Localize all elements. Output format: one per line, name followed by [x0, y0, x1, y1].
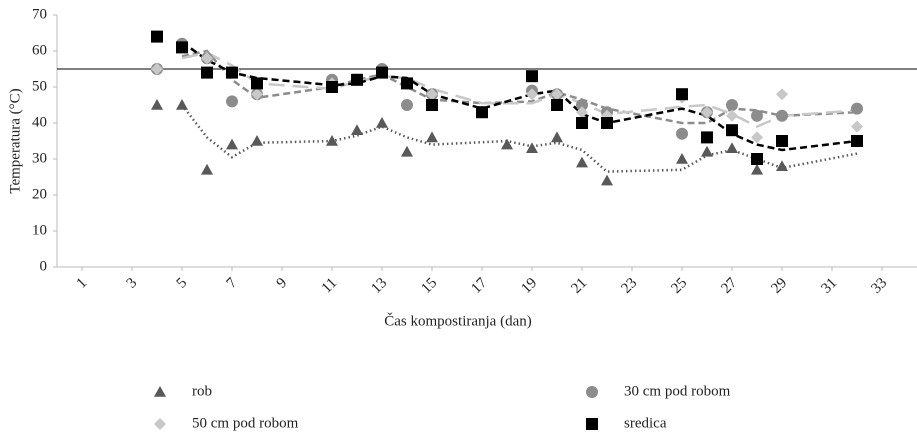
x-axis-title: Čas kompostiranja (dan)	[384, 312, 531, 329]
marker	[351, 124, 363, 135]
marker	[751, 153, 763, 165]
x-tick-label: 27	[718, 275, 740, 297]
x-tick-label: 21	[568, 275, 590, 297]
marker	[426, 88, 438, 101]
y-tick-label: 50	[32, 78, 47, 94]
marker	[676, 88, 688, 101]
legend-label: sredica	[624, 415, 667, 431]
x-tick-label: 15	[418, 275, 440, 297]
x-tick-label: 33	[868, 275, 890, 297]
marker	[526, 88, 538, 101]
legend-label: 50 cm pod robom	[192, 415, 299, 431]
marker	[726, 109, 738, 122]
y-tick-label: 20	[32, 186, 47, 202]
x-tick-label: 3	[124, 275, 141, 292]
marker	[201, 163, 213, 175]
marker	[776, 160, 788, 171]
x-tick-label: 19	[518, 275, 540, 297]
y-axis-title: Temperatura (°C)	[7, 88, 23, 193]
marker	[726, 124, 738, 137]
marker	[176, 99, 188, 110]
marker	[776, 88, 788, 101]
x-tick-label: 9	[274, 275, 291, 292]
y-tick-label: 10	[32, 222, 47, 238]
marker	[401, 145, 413, 157]
marker	[851, 135, 863, 147]
y-tick-label: 30	[32, 150, 47, 166]
marker	[751, 109, 763, 122]
y-tick-label: 70	[32, 6, 47, 22]
marker	[576, 117, 588, 129]
x-tick-label: 13	[368, 275, 390, 297]
x-tick-label: 23	[618, 275, 640, 297]
legend-marker	[154, 418, 166, 430]
marker	[576, 99, 588, 111]
marker	[576, 156, 588, 168]
legend-label: rob	[192, 383, 212, 399]
marker	[551, 99, 563, 111]
marker	[751, 163, 763, 175]
moving-average	[181, 51, 858, 128]
marker	[376, 66, 388, 79]
legend-label: 30 cm pod robom	[624, 383, 731, 399]
marker	[201, 52, 213, 65]
x-tick-label: 7	[224, 275, 241, 292]
marker	[526, 70, 538, 83]
marker	[151, 99, 163, 110]
legend-marker	[154, 386, 166, 397]
marker	[601, 117, 613, 129]
marker	[251, 77, 263, 90]
y-tick-label: 40	[32, 114, 47, 130]
marker	[201, 66, 213, 79]
marker	[251, 135, 263, 146]
marker	[476, 106, 488, 119]
marker	[526, 142, 538, 153]
y-tick-label: 0	[40, 258, 48, 274]
marker	[701, 145, 713, 157]
x-tick-label: 29	[768, 275, 790, 297]
marker	[701, 106, 713, 119]
marker	[226, 95, 238, 108]
marker	[326, 81, 338, 93]
marker	[401, 99, 413, 111]
x-tick-label: 5	[174, 275, 191, 292]
x-tick-label: 31	[818, 275, 840, 297]
marker	[226, 66, 238, 79]
marker	[701, 131, 713, 144]
marker	[776, 135, 788, 147]
marker	[726, 99, 738, 111]
marker	[351, 73, 363, 86]
legend-marker	[586, 386, 598, 398]
marker	[726, 142, 738, 153]
x-tick-label: 25	[668, 275, 690, 297]
x-tick-label: 11	[319, 275, 341, 297]
x-tick-label: 17	[468, 275, 490, 297]
marker	[676, 127, 688, 140]
marker	[601, 174, 613, 186]
marker	[551, 131, 563, 143]
marker	[376, 117, 388, 128]
marker	[501, 138, 513, 150]
marker	[401, 77, 413, 90]
moving-average	[181, 104, 858, 173]
marker	[326, 135, 338, 146]
legend-marker	[586, 418, 598, 430]
marker	[751, 131, 763, 144]
marker	[851, 120, 863, 133]
marker	[776, 109, 788, 122]
marker	[226, 138, 238, 150]
marker	[551, 88, 563, 101]
marker	[676, 153, 688, 164]
marker	[151, 63, 163, 75]
marker	[426, 131, 438, 143]
x-tick-label: 1	[74, 275, 91, 292]
marker	[576, 106, 588, 119]
marker	[151, 30, 163, 43]
marker	[176, 41, 188, 54]
marker	[426, 99, 438, 111]
y-tick-label: 60	[32, 42, 47, 58]
marker	[251, 88, 263, 101]
marker	[851, 102, 863, 115]
